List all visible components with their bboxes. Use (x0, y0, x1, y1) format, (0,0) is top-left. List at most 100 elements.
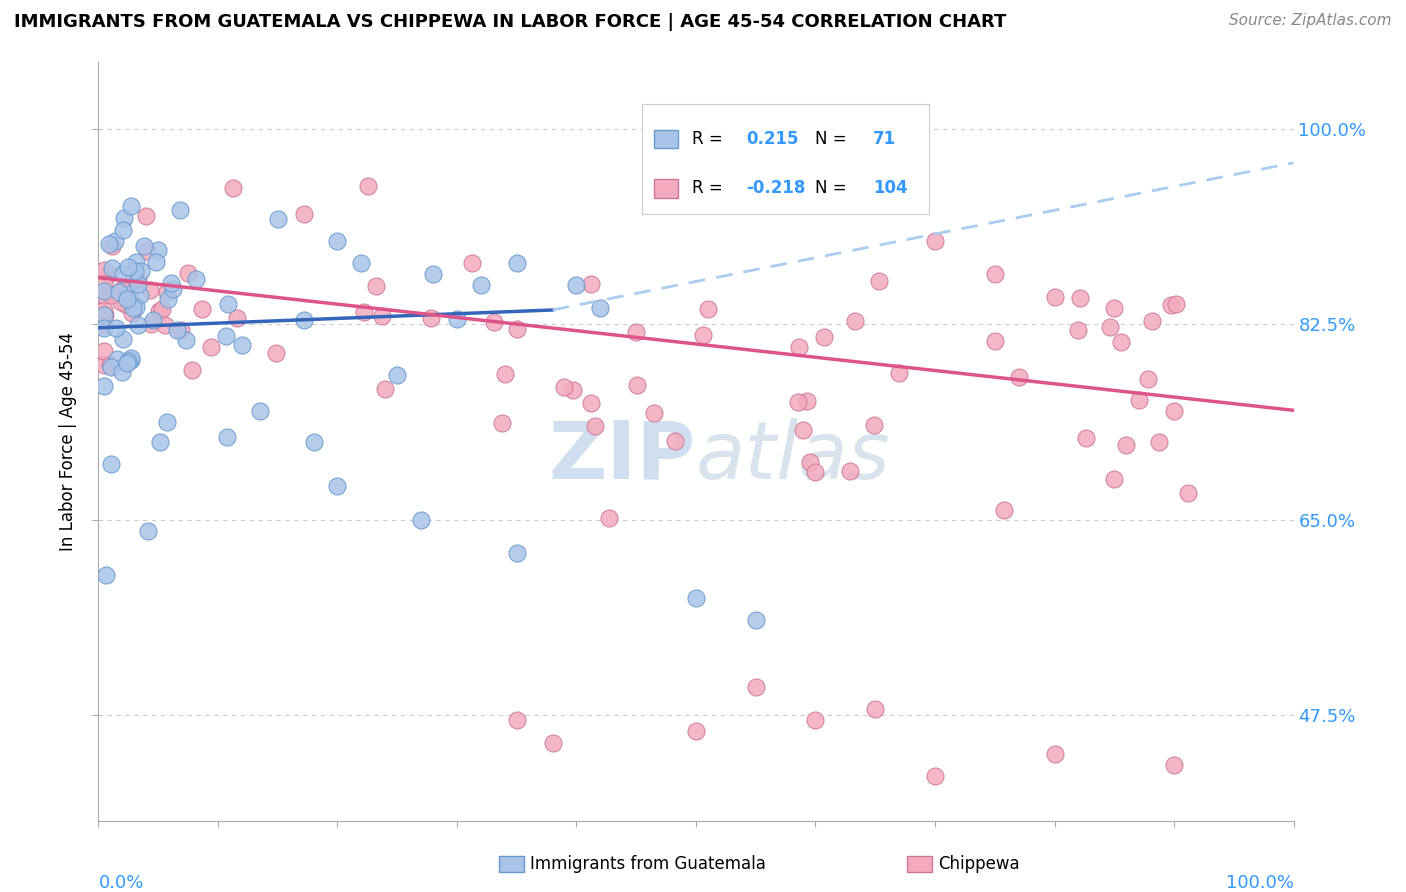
Point (160, 276, 183, 290)
Point (984, 268, 1007, 282)
Point (924, 769, 946, 783)
Point (422, 268, 444, 282)
Point (217, 297, 239, 311)
Point (125, 300, 148, 314)
Point (93, 343, 115, 358)
Point (145, 255, 167, 269)
Point (174, 334, 197, 348)
Point (411, 513, 433, 527)
Y-axis label: In Labor Force | Age 45-54: In Labor Force | Age 45-54 (59, 332, 77, 551)
Point (117, 260, 139, 275)
Point (745, 680, 768, 694)
Point (541, 736, 564, 750)
Point (121, 306, 143, 320)
Text: atlas: atlas (696, 417, 891, 496)
Point (1177, 486, 1199, 500)
Point (153, 318, 176, 333)
Point (94, 568, 117, 582)
Point (804, 714, 827, 728)
Point (135, 244, 157, 258)
Point (104, 320, 127, 334)
Point (664, 434, 686, 449)
Point (302, 434, 325, 449)
Point (1043, 747, 1066, 761)
Point (124, 263, 146, 277)
Point (470, 278, 492, 293)
Point (112, 267, 135, 281)
Point (787, 340, 810, 354)
Point (832, 158, 855, 172)
Point (112, 223, 135, 237)
Point (799, 455, 821, 469)
Point (993, 503, 1015, 517)
Point (924, 234, 946, 248)
Point (420, 311, 443, 326)
Point (98, 267, 121, 281)
Point (93, 285, 115, 299)
Text: IMMIGRANTS FROM GUATEMALA VS CHIPPEWA IN LABOR FORCE | AGE 45-54 CORRELATION CHA: IMMIGRANTS FROM GUATEMALA VS CHIPPEWA IN… (14, 13, 1007, 31)
Point (100, 288, 122, 302)
Point (93, 321, 115, 335)
Point (844, 314, 866, 328)
Point (1160, 298, 1182, 312)
Point (796, 393, 818, 408)
Point (1074, 431, 1097, 445)
Point (231, 338, 253, 352)
Point (685, 591, 707, 605)
Point (460, 255, 482, 269)
Point (127, 318, 149, 333)
Text: 0.0%: 0.0% (98, 874, 143, 892)
Point (581, 277, 603, 292)
Point (101, 261, 124, 276)
Point (104, 234, 127, 248)
Point (156, 415, 179, 429)
Point (93, 303, 115, 318)
Point (180, 362, 202, 376)
Point (371, 309, 394, 323)
Point (1104, 301, 1126, 315)
Point (267, 211, 290, 226)
Point (506, 546, 529, 560)
Point (117, 354, 139, 368)
Point (1142, 314, 1164, 328)
Point (1109, 334, 1132, 349)
Point (1147, 434, 1170, 449)
Point (127, 273, 149, 287)
Point (350, 256, 373, 270)
Point (292, 207, 315, 221)
Point (139, 318, 162, 332)
Point (353, 305, 375, 319)
Point (114, 297, 136, 311)
Point (326, 479, 349, 493)
Text: ZIP: ZIP (548, 417, 696, 496)
Point (136, 524, 159, 538)
Point (186, 272, 208, 286)
Point (222, 180, 245, 194)
Point (215, 328, 238, 343)
Point (644, 405, 666, 419)
Point (127, 277, 149, 292)
Point (326, 234, 349, 248)
Point (148, 434, 170, 449)
Point (100, 457, 122, 471)
Point (121, 351, 143, 365)
Point (745, 613, 768, 627)
Point (111, 365, 134, 379)
Point (491, 416, 513, 430)
Point (1043, 290, 1066, 304)
Point (129, 288, 152, 302)
Point (114, 279, 136, 293)
Point (93, 318, 115, 333)
Point (156, 285, 179, 300)
Point (93, 378, 115, 392)
Point (506, 256, 529, 270)
Point (249, 404, 271, 418)
Point (112, 211, 135, 226)
Point (1069, 291, 1091, 305)
Point (120, 353, 142, 368)
Point (93, 308, 115, 322)
Point (292, 312, 315, 326)
Point (191, 301, 214, 316)
Point (93, 287, 115, 301)
Point (984, 334, 1007, 349)
